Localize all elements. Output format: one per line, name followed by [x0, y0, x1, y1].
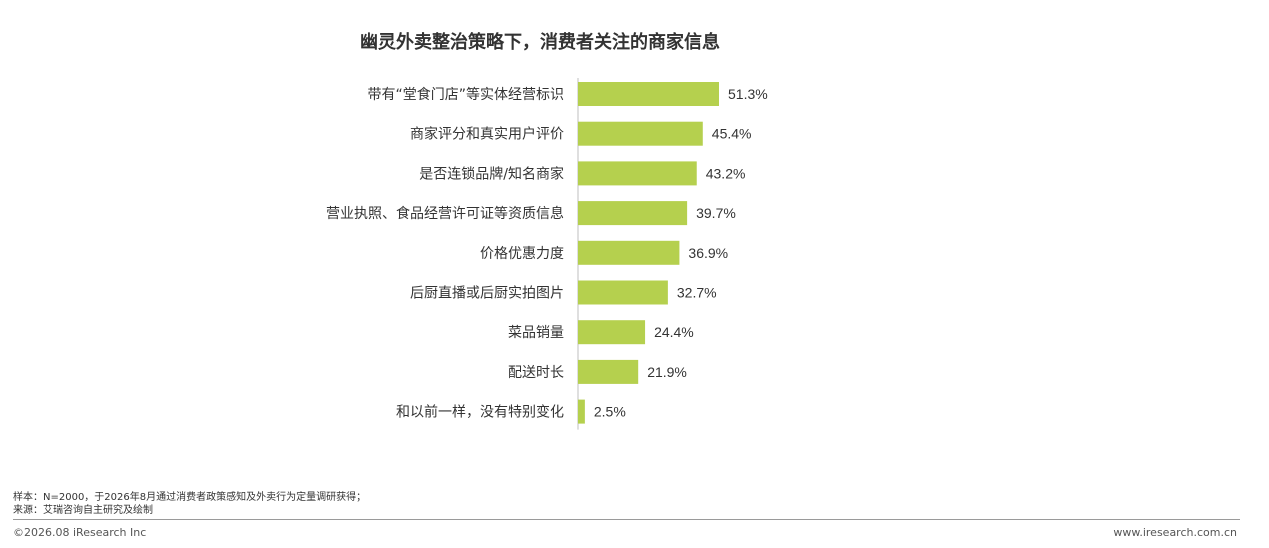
bar: [578, 399, 585, 424]
value-label: 45.4%: [712, 126, 752, 142]
value-label: 21.9%: [647, 364, 687, 380]
value-label: 43.2%: [706, 165, 746, 181]
bar: [578, 359, 639, 384]
bar: [578, 201, 688, 226]
value-label: 24.4%: [654, 324, 694, 340]
value-label: 39.7%: [696, 205, 736, 221]
category-label: 带有“堂食门店”等实体经营标识: [367, 86, 564, 103]
bar: [578, 82, 719, 106]
category-label: 后厨直播或后厨实拍图片: [410, 285, 564, 302]
category-label: 是否连锁品牌/知名商家: [419, 165, 564, 182]
website-link[interactable]: www.iresearch.com.cn: [1113, 526, 1237, 539]
bar: [578, 280, 668, 305]
category-label: 配送时长: [508, 365, 564, 381]
footer-notes: 样本：N=2000，于2026年8月通过消费者政策感知及外卖行为定量调研获得； …: [13, 491, 366, 517]
category-label: 价格优惠力度: [480, 246, 564, 262]
footer-divider: [13, 519, 1240, 520]
copyright-text: ©2026.08 iResearch Inc: [13, 526, 147, 539]
value-label: 36.9%: [688, 245, 728, 261]
category-label: 营业执照、食品经营许可证等资质信息: [326, 205, 564, 222]
value-label: 51.3%: [728, 86, 768, 102]
sample-note: 样本：N=2000，于2026年8月通过消费者政策感知及外卖行为定量调研获得；: [13, 492, 367, 503]
value-label: 2.5%: [594, 404, 626, 420]
source-note: 来源：艾瑞咨询自主研究及绘制: [13, 505, 153, 516]
value-label: 32.7%: [677, 285, 717, 301]
bar: [578, 161, 697, 186]
category-label: 和以前一样，没有特别变化: [396, 404, 564, 421]
chart-title: 幽灵外卖整治策略下，消费者关注的商家信息: [360, 32, 720, 53]
bar-chart: 带有“堂食门店”等实体经营标识 51.3% 商家评分和真实用户评价 45.4% 是否连锁…: [326, 78, 768, 430]
category-label: 商家评分和真实用户评价: [410, 126, 564, 143]
bar: [578, 320, 646, 345]
category-label: 菜品销量: [508, 325, 564, 341]
bar: [578, 240, 680, 265]
bar: [578, 121, 703, 146]
